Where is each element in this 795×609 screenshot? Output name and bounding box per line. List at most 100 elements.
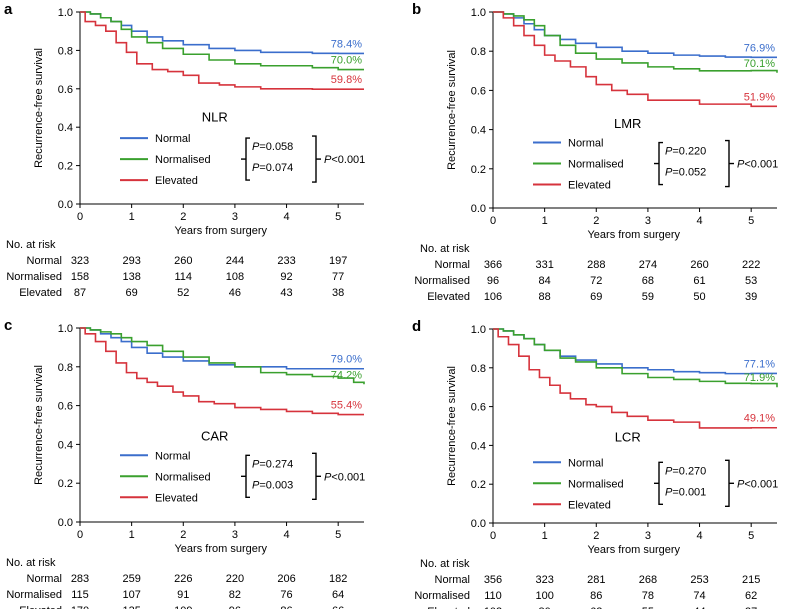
risk-count: 68 xyxy=(642,275,654,287)
y-tick-label: 0.0 xyxy=(471,518,486,530)
panel-letter: c xyxy=(4,317,12,334)
y-tick-label: 0.4 xyxy=(471,125,486,137)
p-value-text: =0.058 xyxy=(259,141,293,153)
p-value-elevated: P=0.052 xyxy=(665,167,706,179)
p-value-text: <0.001 xyxy=(744,159,778,171)
risk-count: 135 xyxy=(122,605,140,609)
curve-normal xyxy=(493,328,777,375)
x-tick-label: 2 xyxy=(593,215,599,227)
end-label-elevated: 49.1% xyxy=(744,413,775,425)
y-tick-label: 0.4 xyxy=(58,439,73,451)
p-letter: P xyxy=(665,146,673,158)
risk-count: 50 xyxy=(693,291,705,303)
x-tick-label: 3 xyxy=(232,529,238,541)
panel-a: a 0.0 0.2 0.4 0.6 0.8 1.0 0 1 2 3 4 5 Recurrence-free… xyxy=(4,1,365,299)
risk-count: 274 xyxy=(639,259,657,271)
panel-letter: d xyxy=(412,318,421,335)
p-value-overall: P<0.001 xyxy=(737,159,778,171)
y-tick-label: 0.0 xyxy=(58,517,73,529)
risk-row-label: Normal xyxy=(435,574,470,586)
p-value-overall: P<0.001 xyxy=(324,471,365,483)
legend-label-normalised: Normalised xyxy=(568,159,624,171)
x-axis-title: Years from surgery xyxy=(587,229,680,241)
end-label-normalised: 70.0% xyxy=(331,55,362,67)
y-tick-label: 0.0 xyxy=(58,199,73,211)
legend-label-elevated: Elevated xyxy=(568,499,611,511)
inner-bracket xyxy=(245,137,250,181)
risk-row-label: Elevated xyxy=(19,605,62,609)
p-value-text: =0.220 xyxy=(672,146,706,158)
y-tick-label: 0.2 xyxy=(58,161,73,173)
legend-label-elevated: Elevated xyxy=(568,180,611,192)
risk-count: 55 xyxy=(642,606,654,609)
risk-count: 366 xyxy=(484,259,502,271)
risk-count: 62 xyxy=(745,590,757,602)
risk-count: 138 xyxy=(122,271,140,283)
curve-normal xyxy=(493,11,777,59)
risk-row-label: Normalised xyxy=(414,275,470,287)
risk-row-label: Normalised xyxy=(6,589,62,601)
p-value-text: =0.270 xyxy=(672,465,706,477)
y-tick-label: 1.0 xyxy=(58,7,73,19)
p-value-normalised: P=0.058 xyxy=(252,141,293,153)
risk-count: 215 xyxy=(742,574,760,586)
end-label-normal: 77.1% xyxy=(744,358,775,370)
risk-count: 92 xyxy=(280,271,292,283)
risk-count: 260 xyxy=(174,255,192,267)
risk-count: 77 xyxy=(332,271,344,283)
risk-count: 61 xyxy=(693,275,705,287)
risk-count: 182 xyxy=(329,573,347,585)
risk-count: 64 xyxy=(332,589,344,601)
x-tick-label: 0 xyxy=(77,211,83,223)
legend-label-elevated: Elevated xyxy=(155,175,198,187)
p-value-normalised: P=0.274 xyxy=(252,458,293,470)
risk-count: 38 xyxy=(332,287,344,299)
p-value-text: =0.274 xyxy=(259,458,293,470)
p-value-elevated: P=0.003 xyxy=(252,479,293,491)
risk-count: 66 xyxy=(332,605,344,609)
y-tick-label: 0.4 xyxy=(471,440,486,452)
x-tick-label: 5 xyxy=(748,215,754,227)
end-label-normalised: 74.2% xyxy=(331,369,362,381)
risk-count: 259 xyxy=(122,573,140,585)
panel-letter: a xyxy=(4,1,13,18)
risk-count: 260 xyxy=(690,259,708,271)
y-tick-label: 0.6 xyxy=(58,401,73,413)
inner-bracket xyxy=(658,461,663,506)
panel-b: b 0.0 0.2 0.4 0.6 0.8 1.0 0 1 2 3 4 5 Recurrence-free… xyxy=(412,1,778,303)
end-label-elevated: 51.9% xyxy=(744,91,775,103)
y-tick-label: 0.2 xyxy=(58,478,73,490)
outer-bracket xyxy=(725,459,730,508)
risk-count: 69 xyxy=(126,287,138,299)
risk-count: 283 xyxy=(71,573,89,585)
p-letter: P xyxy=(665,486,673,498)
curve-normalised xyxy=(80,327,365,385)
risk-count: 331 xyxy=(535,259,553,271)
y-tick-label: 0.8 xyxy=(58,45,73,57)
panel-letter: b xyxy=(412,1,421,18)
p-letter: P xyxy=(252,479,260,491)
legend-label-normal: Normal xyxy=(568,457,603,469)
risk-count: 197 xyxy=(329,255,347,267)
outer-bracket xyxy=(725,139,730,188)
risk-count: 62 xyxy=(590,606,602,609)
risk-row-label: Normalised xyxy=(414,590,470,602)
y-tick-label: 0.8 xyxy=(471,363,486,375)
risk-count: 88 xyxy=(539,291,551,303)
y-tick-label: 0.6 xyxy=(58,84,73,96)
x-tick-label: 2 xyxy=(593,530,599,542)
risk-count: 356 xyxy=(484,574,502,586)
marker-name: NLR xyxy=(202,110,228,125)
y-tick-label: 0.0 xyxy=(471,203,486,215)
curve-elevated xyxy=(80,11,364,90)
p-letter: P xyxy=(252,141,260,153)
y-tick-label: 0.6 xyxy=(471,85,486,97)
risk-count: 86 xyxy=(280,605,292,609)
inner-bracket xyxy=(658,141,663,186)
x-tick-label: 3 xyxy=(645,530,651,542)
risk-count: 114 xyxy=(174,271,192,283)
risk-count: 220 xyxy=(226,573,244,585)
risk-header: No. at risk xyxy=(420,243,470,255)
y-tick-label: 0.2 xyxy=(471,479,486,491)
p-value-text: =0.052 xyxy=(672,167,706,179)
